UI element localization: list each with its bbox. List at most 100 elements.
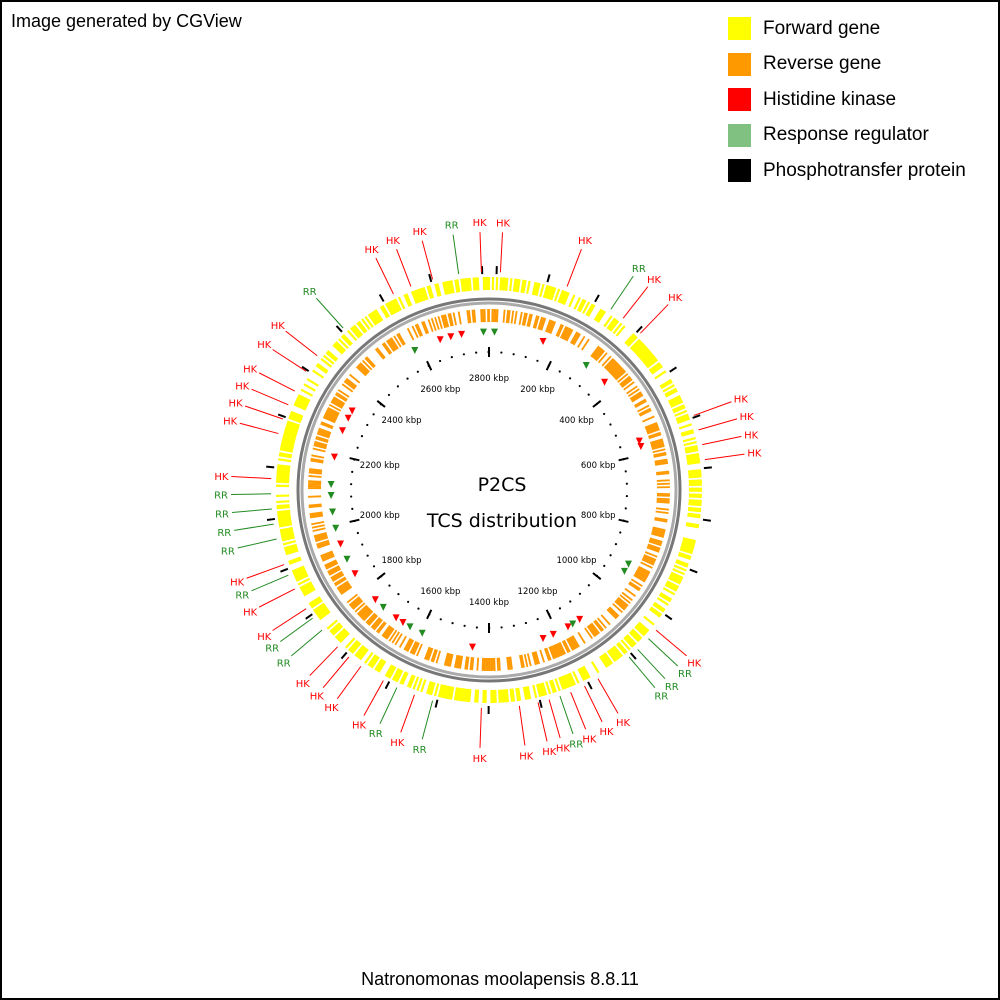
tcs-leader-line (421, 240, 434, 280)
forward-gene-mark (579, 667, 588, 681)
reverse-gene-mark (620, 377, 632, 387)
ruler-tick-label: 2000 kbp (360, 511, 400, 521)
tcs-label: HK (364, 245, 379, 256)
reverse-gene-mark (606, 360, 617, 371)
reverse-gene-mark (448, 653, 454, 667)
forward-gene-mark (420, 679, 427, 693)
tcs-label: HK (473, 218, 488, 229)
reverse-gene-mark (627, 388, 640, 398)
reverse-gene-mark (649, 538, 663, 545)
reverse-gene-mark (546, 319, 553, 333)
tcs-leader-line (704, 453, 745, 461)
forward-gene-mark (680, 429, 694, 435)
forward-gene-mark (608, 318, 618, 331)
reverse-gene-mark (376, 347, 386, 359)
reverse-gene-mark (346, 593, 358, 604)
reverse-gene-mark (424, 646, 431, 660)
ruler-minor-tick (406, 377, 409, 380)
reverse-gene-mark (603, 357, 615, 369)
reverse-gene-mark (313, 444, 327, 450)
forward-gene-mark (558, 676, 565, 690)
forward-gene-mark (503, 277, 507, 291)
reverse-gene-mark (309, 513, 323, 517)
ruler-minor-tick (578, 384, 581, 388)
tcs-label: HK (599, 727, 614, 738)
forward-gene-mark (450, 280, 455, 294)
reverse-gene-mark (313, 532, 327, 538)
reverse-gene-mark (557, 324, 565, 338)
forward-gene-mark (636, 346, 648, 357)
reverse-gene-mark (336, 580, 349, 590)
ruler-minor-tick (512, 624, 515, 627)
reverse-gene-mark (654, 458, 668, 463)
reverse-gene-mark (421, 321, 428, 335)
reverse-gene-mark (617, 596, 629, 607)
phosphotransfer-mark (546, 274, 551, 283)
reverse-gene-mark (608, 606, 620, 617)
forward-gene-mark (508, 278, 513, 292)
reverse-gene-mark (612, 367, 624, 378)
reverse-gene-mark (387, 339, 397, 351)
ruler-minor-tick (360, 435, 364, 438)
reverse-gene-mark (308, 481, 322, 485)
forward-gene-mark (364, 315, 374, 328)
reverse-gene-mark (528, 313, 533, 328)
reverse-gene-mark (647, 545, 660, 552)
ruler-minor-tick (451, 621, 454, 625)
forward-gene-mark (606, 650, 617, 662)
forward-gene-mark (284, 428, 298, 435)
forward-gene-mark (501, 277, 505, 291)
forward-gene-mark (351, 325, 362, 338)
forward-gene-mark (297, 577, 311, 586)
reverse-gene-mark (317, 429, 331, 436)
reverse-gene-mark (457, 655, 462, 669)
forward-gene-mark (582, 665, 591, 679)
forward-gene-mark (456, 279, 461, 293)
forward-gene-mark (683, 441, 697, 447)
reverse-gene-mark (452, 312, 457, 326)
reverse-gene-mark (325, 411, 338, 419)
forward-gene-mark (675, 413, 689, 421)
forward-gene-mark (332, 344, 344, 355)
forward-gene-mark (312, 369, 325, 379)
tcs-marker (392, 614, 400, 622)
forward-gene-mark (391, 668, 400, 681)
reverse-gene-mark (314, 535, 328, 541)
reverse-gene-mark (416, 323, 424, 337)
forward-gene-mark (668, 576, 681, 585)
forward-gene-mark (428, 285, 435, 299)
forward-gene-mark (685, 449, 699, 454)
forward-gene-mark (628, 631, 640, 643)
reverse-gene-mark (498, 657, 501, 671)
forward-gene-mark (353, 324, 364, 337)
reverse-gene-mark (322, 416, 336, 424)
forward-gene-mark (416, 288, 424, 302)
forward-gene-mark (670, 400, 684, 408)
tcs-marker (339, 427, 347, 435)
reverse-gene-mark (358, 605, 369, 617)
forward-gene-mark (476, 277, 480, 291)
tcs-label: RR (235, 591, 249, 602)
reverse-gene-mark (449, 313, 454, 327)
reverse-gene-mark (381, 625, 391, 637)
reverse-gene-mark (607, 361, 618, 373)
forward-gene-mark (453, 687, 459, 701)
ruler-minor-tick (587, 393, 590, 396)
forward-gene-mark (503, 689, 507, 703)
ruler-minor-tick (536, 359, 539, 362)
forward-gene-mark (526, 686, 532, 700)
tcs-leader-line (272, 608, 307, 631)
header-credit: Image generated by CGView (11, 11, 242, 31)
ruler-tick-label: 2200 kbp (360, 461, 400, 471)
forward-gene-mark (669, 573, 683, 581)
forward-gene-mark (288, 416, 302, 424)
reverse-gene-mark (339, 584, 352, 594)
forward-gene-mark (688, 475, 702, 479)
reverse-gene-mark (325, 562, 339, 570)
ruler-major-tick (349, 518, 360, 523)
forward-gene-mark (359, 648, 369, 661)
reverse-gene-mark (337, 389, 350, 398)
forward-gene-mark (645, 357, 657, 367)
forward-gene-mark (279, 526, 293, 532)
reverse-gene-mark (377, 622, 387, 634)
